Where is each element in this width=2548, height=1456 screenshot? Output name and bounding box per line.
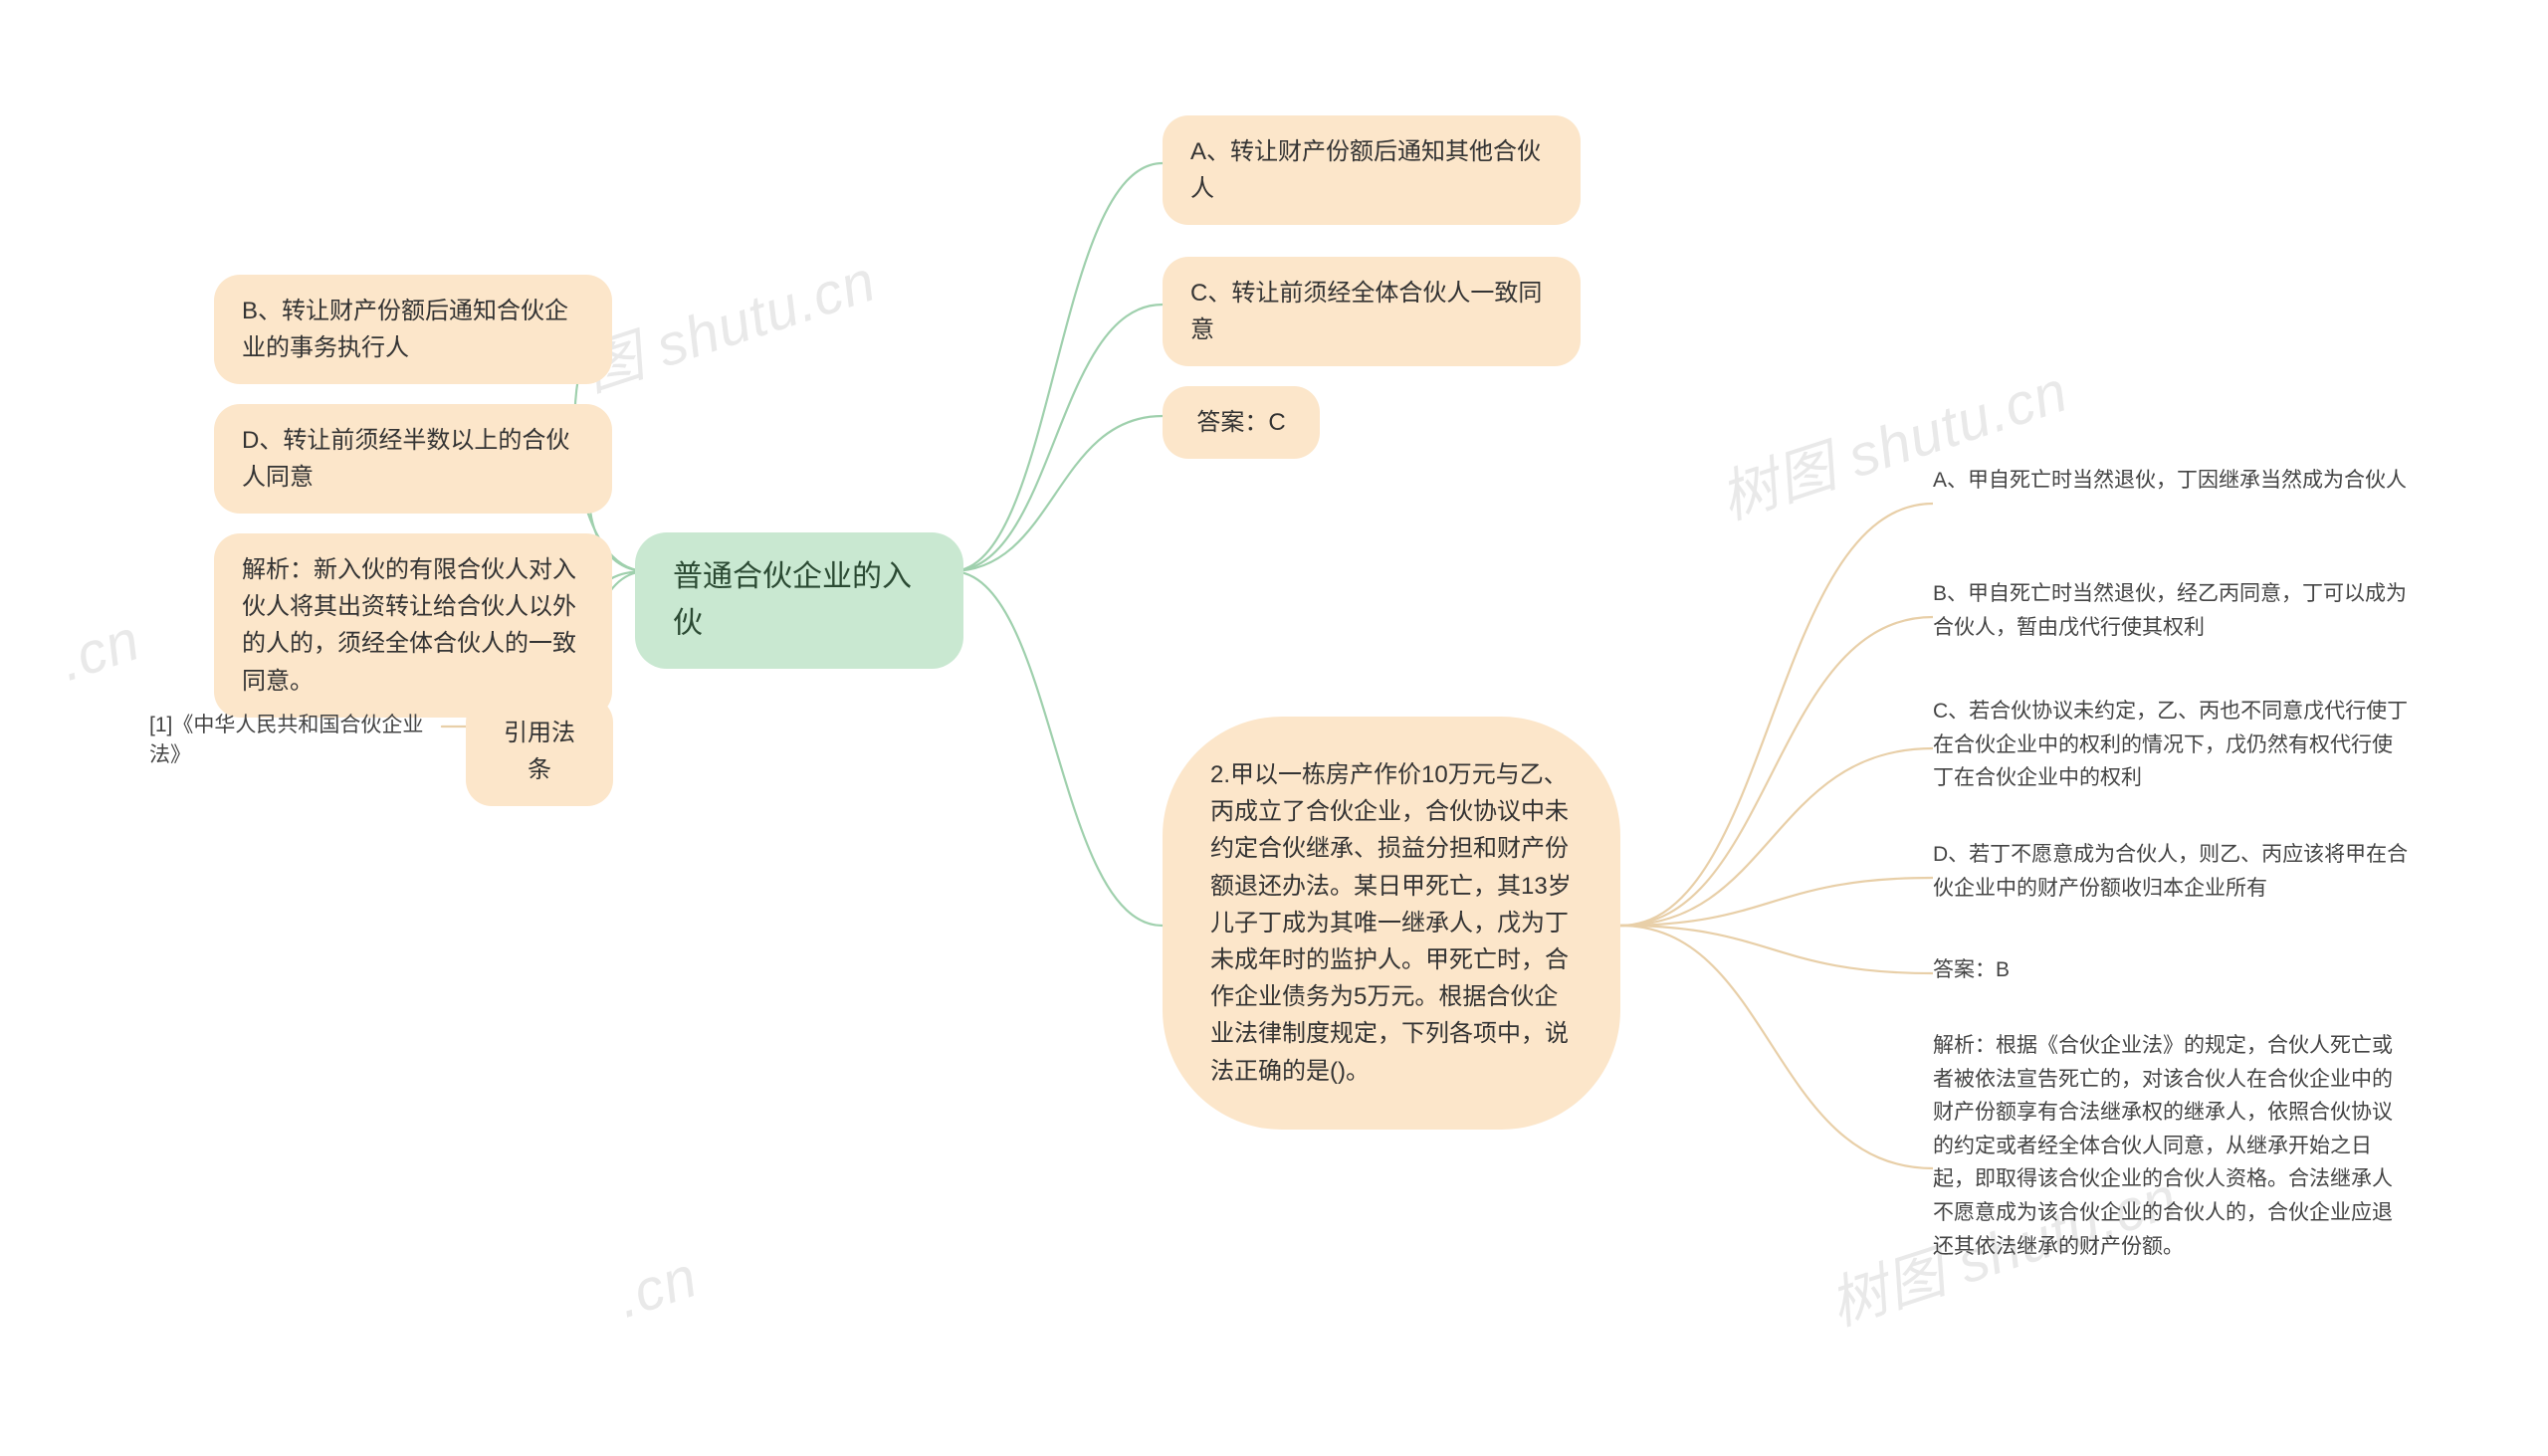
- q2-analysis: 解析：根据《合伙企业法》的规定，合伙人死亡或者被依法宣告死亡的，对该合伙人在合伙…: [1933, 1029, 2411, 1263]
- watermark: .cn: [609, 1243, 706, 1332]
- q2-option-c: C、若合伙协议未约定，乙、丙也不同意戊代行使丁在合伙企业中的权利的情况下，戊仍然…: [1933, 695, 2411, 795]
- node-text: 2.甲以一栋房产作价10万元与乙、丙成立了合伙企业，合伙协议中未约定合伙继承、损…: [1210, 761, 1572, 1085]
- watermark: .cn: [52, 606, 148, 695]
- q2-answer: 答案：B: [1933, 953, 2411, 987]
- node-option-c[interactable]: C、转让前须经全体合伙人一致同意: [1163, 257, 1581, 366]
- node-text: C、若合伙协议未约定，乙、丙也不同意戊代行使丁在合伙企业中的权利的情况下，戊仍然…: [1933, 700, 2408, 789]
- q2-option-d: D、若丁不愿意成为合伙人，则乙、丙应该将甲在合伙企业中的财产份额收归本企业所有: [1933, 838, 2411, 905]
- node-analysis-1[interactable]: 解析：新入伙的有限合伙人对入伙人将其出资转让给合伙人以外的人的，须经全体合伙人的…: [214, 533, 612, 718]
- node-option-a[interactable]: A、转让财产份额后通知其他合伙人: [1163, 115, 1581, 225]
- node-question-2[interactable]: 2.甲以一栋房产作价10万元与乙、丙成立了合伙企业，合伙协议中未约定合伙继承、损…: [1163, 717, 1620, 1130]
- watermark: 图 shutu.cn: [571, 234, 884, 407]
- node-option-d[interactable]: D、转让前须经半数以上的合伙人同意: [214, 404, 612, 514]
- node-text: 引用法条: [504, 720, 575, 783]
- node-text: A、甲自死亡时当然退伙，丁因继承当然成为合伙人: [1933, 469, 2407, 492]
- root-label: 普通合伙企业的入伙: [673, 560, 912, 640]
- node-text: D、若丁不愿意成为合伙人，则乙、丙应该将甲在合伙企业中的财产份额收归本企业所有: [1933, 843, 2408, 900]
- node-text: A、转让财产份额后通知其他合伙人: [1190, 138, 1541, 202]
- node-text: 解析：根据《合伙企业法》的规定，合伙人死亡或者被依法宣告死亡的，对该合伙人在合伙…: [1933, 1034, 2393, 1258]
- q2-option-b: B、甲自死亡时当然退伙，经乙丙同意，丁可以成为合伙人，暂由戊代行使其权利: [1933, 577, 2411, 644]
- watermark: 树图 shutu.cn: [1708, 344, 2077, 535]
- node-option-b[interactable]: B、转让财产份额后通知合伙企业的事务执行人: [214, 275, 612, 384]
- node-text: D、转让前须经半数以上的合伙人同意: [242, 427, 569, 491]
- mindmap-canvas: 图 shutu.cn 树图 shutu.cn 树图 shutu.cn .cn .…: [0, 0, 2548, 1456]
- node-text: 答案：C: [1196, 409, 1285, 436]
- node-text: [1]《中华人民共和国合伙企业法》: [149, 714, 423, 766]
- node-text: 答案：B: [1933, 958, 2010, 981]
- node-text: B、转让财产份额后通知合伙企业的事务执行人: [242, 298, 568, 361]
- law-reference: [1]《中华人民共和国合伙企业法》: [149, 709, 448, 768]
- node-text: C、转让前须经全体合伙人一致同意: [1190, 280, 1542, 343]
- root-node[interactable]: 普通合伙企业的入伙: [635, 532, 963, 669]
- node-text: 解析：新入伙的有限合伙人对入伙人将其出资转让给合伙人以外的人的，须经全体合伙人的…: [242, 556, 576, 695]
- node-text: B、甲自死亡时当然退伙，经乙丙同意，丁可以成为合伙人，暂由戊代行使其权利: [1933, 582, 2407, 639]
- node-answer-1[interactable]: 答案：C: [1163, 386, 1320, 459]
- node-law[interactable]: 引用法条: [466, 697, 613, 806]
- q2-option-a: A、甲自死亡时当然退伙，丁因继承当然成为合伙人: [1933, 464, 2411, 498]
